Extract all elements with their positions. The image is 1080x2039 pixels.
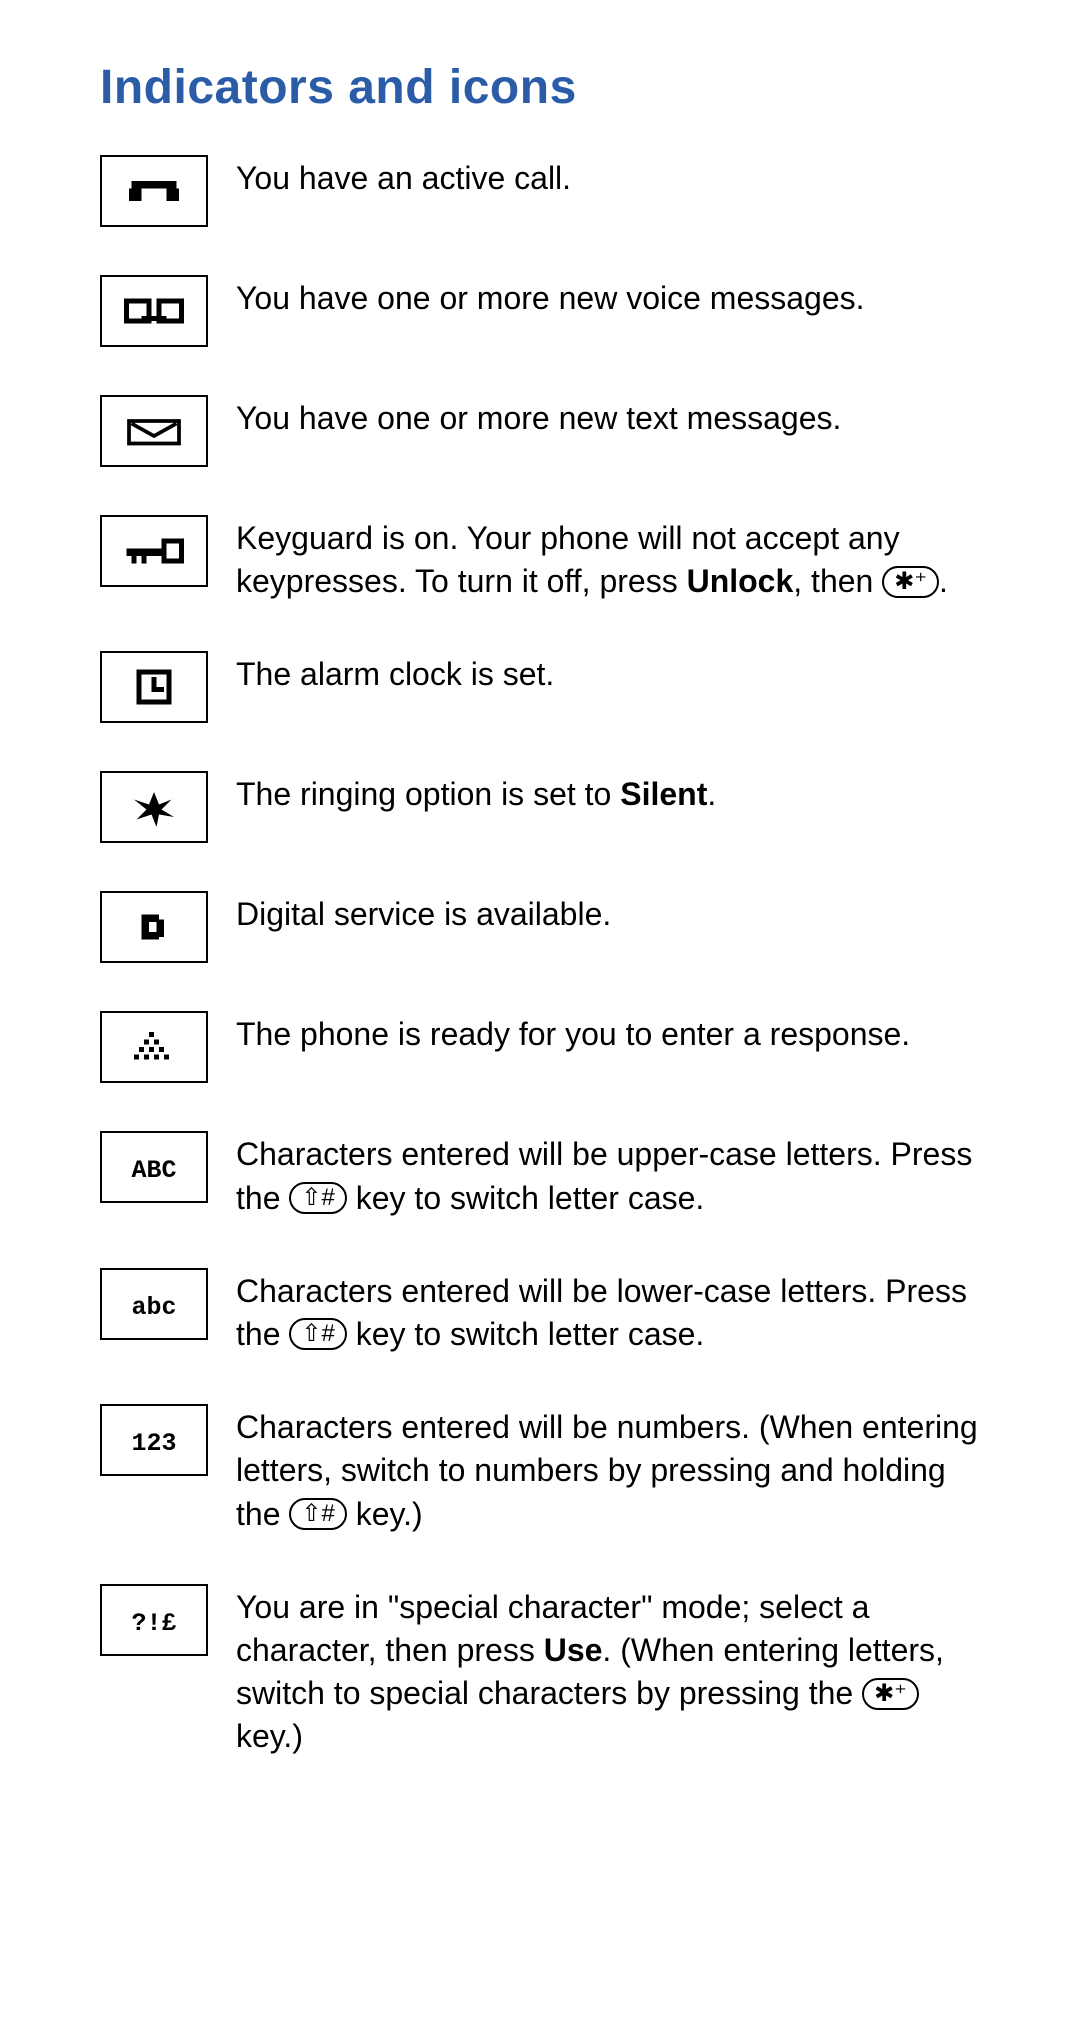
star-key-icon: ✱⁺ [862,1678,919,1710]
star-key-icon: ✱⁺ [882,566,939,598]
abc-upper-description: Characters entered will be upper-case le… [236,1131,980,1219]
indicator-row-response: The phone is ready for you to enter a re… [100,1011,980,1083]
keyguard-icon [100,515,208,587]
numbers-icon: 123 [100,1404,208,1476]
keyguard-description: Keyguard is on. Your phone will not acce… [236,515,980,603]
indicator-row-abc-upper: ABC Characters entered will be upper-case… [100,1131,980,1219]
page-title: Indicators and icons [100,60,980,115]
indicator-row-active-call: You have an active call. [100,155,980,227]
text-msg-icon [100,395,208,467]
indicator-row-digital: Digital service is available. [100,891,980,963]
svg-text:?!£: ?!£ [131,1609,176,1638]
abc-upper-icon: ABC [100,1131,208,1203]
alarm-description: The alarm clock is set. [236,651,980,696]
indicator-row-special: ?!£ You are in "special character" mode; … [100,1584,980,1759]
bold-text: Use [544,1632,603,1668]
hash-key-icon: ⇧# [289,1318,346,1350]
svg-text:ABC: ABC [131,1156,176,1185]
active-call-description: You have an active call. [236,155,980,200]
svg-text:abc: abc [131,1293,176,1322]
special-description: You are in "special character" mode; sel… [236,1584,980,1759]
digital-description: Digital service is available. [236,891,980,936]
numbers-description: Characters entered will be numbers. (Whe… [236,1404,980,1536]
indicator-list: You have an active call. You have one or … [100,155,980,1758]
hash-key-icon: ⇧# [289,1182,346,1214]
page: Indicators and icons You have an active … [0,0,1080,1866]
indicator-row-silent: The ringing option is set to Silent. [100,771,980,843]
silent-icon [100,771,208,843]
bold-text: Unlock [687,563,794,599]
digital-icon [100,891,208,963]
response-description: The phone is ready for you to enter a re… [236,1011,980,1056]
active-call-icon [100,155,208,227]
indicator-row-numbers: 123 Characters entered will be numbers. (… [100,1404,980,1536]
text-msg-description: You have one or more new text messages. [236,395,980,440]
hash-key-icon: ⇧# [289,1498,346,1530]
silent-description: The ringing option is set to Silent. [236,771,980,816]
abc-lower-icon: abc [100,1268,208,1340]
bold-text: Silent [620,776,707,812]
indicator-row-voice-msg: You have one or more new voice messages. [100,275,980,347]
indicator-row-abc-lower: abc Characters entered will be lower-case… [100,1268,980,1356]
indicator-row-keyguard: Keyguard is on. Your phone will not acce… [100,515,980,603]
voice-msg-description: You have one or more new voice messages. [236,275,980,320]
response-icon [100,1011,208,1083]
indicator-row-text-msg: You have one or more new text messages. [100,395,980,467]
voice-msg-icon [100,275,208,347]
svg-text:123: 123 [131,1429,176,1458]
abc-lower-description: Characters entered will be lower-case le… [236,1268,980,1356]
special-icon: ?!£ [100,1584,208,1656]
indicator-row-alarm: The alarm clock is set. [100,651,980,723]
alarm-icon [100,651,208,723]
